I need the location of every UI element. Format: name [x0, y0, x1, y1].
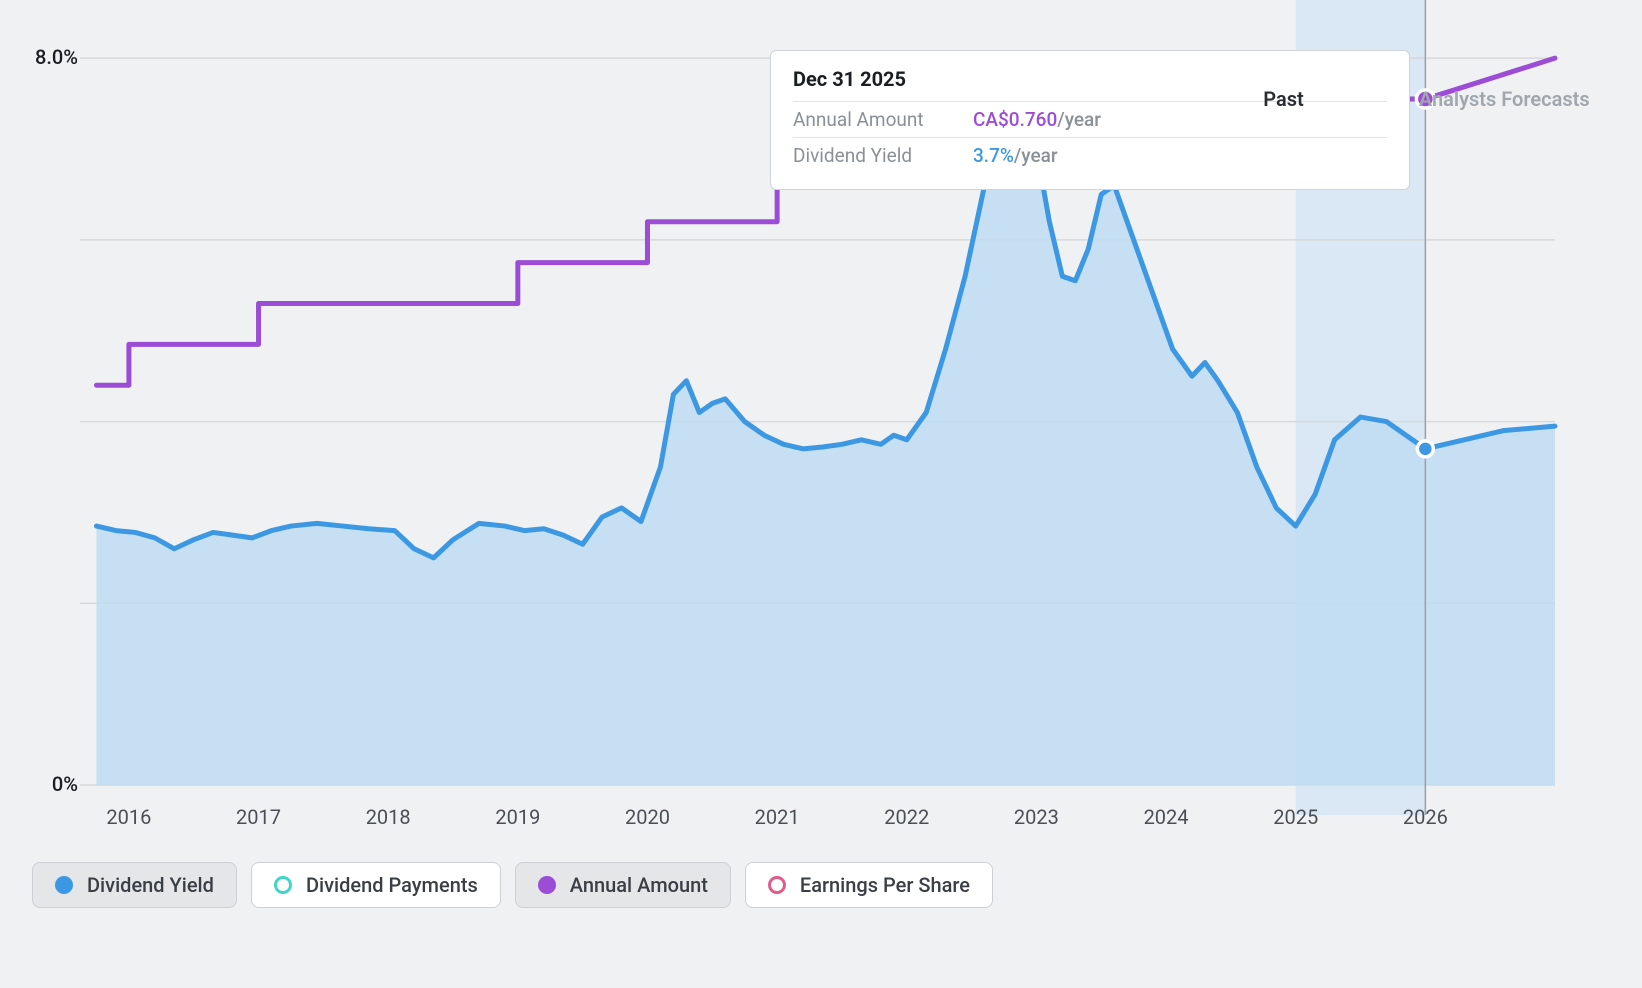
x-axis-tick: 2026 — [1403, 805, 1448, 829]
tooltip-row-value: CA$0.760/year — [973, 108, 1101, 131]
chart-tooltip: Dec 31 2025 Annual AmountCA$0.760/yearDi… — [770, 50, 1410, 190]
x-axis-tick: 2017 — [236, 805, 281, 829]
chart-annotation: Past — [1263, 87, 1303, 111]
legend-marker-icon — [538, 876, 556, 894]
legend-item-label: Dividend Payments — [306, 873, 478, 897]
x-axis-tick: 2020 — [625, 805, 670, 829]
legend-item-label: Earnings Per Share — [800, 873, 970, 897]
x-axis-tick: 2022 — [884, 805, 929, 829]
tooltip-row-label: Annual Amount — [793, 108, 973, 131]
legend-item[interactable]: Dividend Yield — [32, 862, 237, 908]
x-axis-tick: 2024 — [1144, 805, 1189, 829]
legend-marker-icon — [55, 876, 73, 894]
legend-marker-icon — [768, 876, 786, 894]
legend-item-label: Annual Amount — [570, 873, 708, 897]
tooltip-row: Dividend Yield3.7%/year — [793, 137, 1387, 173]
y-axis-tick: 8.0% — [35, 45, 78, 69]
legend-item[interactable]: Annual Amount — [515, 862, 731, 908]
tooltip-row-value: 3.7%/year — [973, 144, 1058, 167]
chart-annotation: Analysts Forecasts — [1419, 87, 1590, 111]
legend-item[interactable]: Earnings Per Share — [745, 862, 993, 908]
x-axis-tick: 2016 — [106, 805, 151, 829]
x-axis-tick: 2018 — [366, 805, 411, 829]
x-axis-tick: 2021 — [755, 805, 800, 829]
y-axis-tick: 0% — [52, 772, 78, 796]
tooltip-row-label: Dividend Yield — [793, 144, 973, 167]
chart-legend: Dividend Yield Dividend Payments Annual Am… — [32, 862, 993, 908]
legend-item[interactable]: Dividend Payments — [251, 862, 501, 908]
legend-marker-icon — [274, 876, 292, 894]
legend-item-label: Dividend Yield — [87, 873, 214, 897]
x-axis-tick: 2025 — [1273, 805, 1318, 829]
x-axis-tick: 2019 — [495, 805, 540, 829]
x-axis-tick: 2023 — [1014, 805, 1059, 829]
